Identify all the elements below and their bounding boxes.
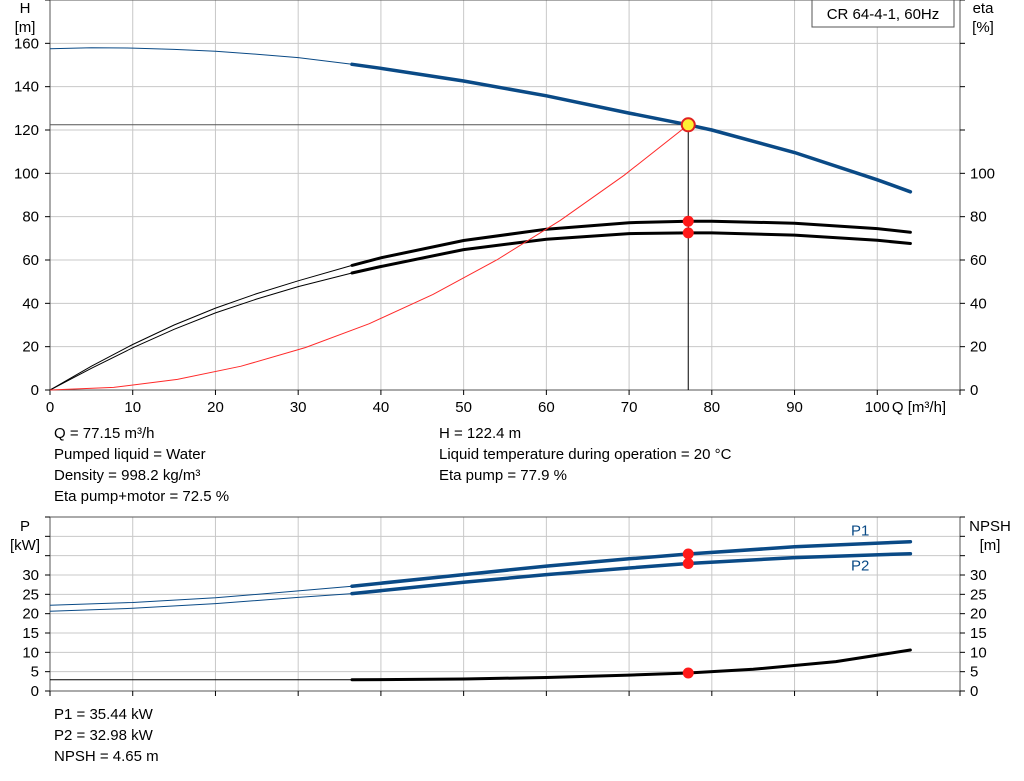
p1-curve-thin	[49, 585, 353, 606]
grid	[49, 516, 961, 692]
y-tick-label-left: 10	[22, 644, 39, 661]
info-p2: P2 = 32.98 kW	[54, 727, 153, 744]
y-tick-label-left: 15	[22, 625, 39, 642]
info-head: H = 122.4 m	[439, 425, 522, 442]
y-tick-label-left: 120	[14, 122, 39, 139]
duty-point-marker	[680, 117, 696, 133]
series-label-p1: P1	[851, 523, 869, 540]
info-eta-pump: Eta pump = 77.9 %	[439, 467, 567, 484]
npsh-curve-bold	[350, 648, 912, 682]
eta-pump-curve-bold	[350, 219, 912, 267]
y-tick-label-right: 40	[970, 295, 987, 312]
eta-total-curve-bold	[350, 231, 912, 275]
info-eta-total: Eta pump+motor = 72.5 %	[54, 488, 230, 505]
y-tick-label-left: 25	[22, 586, 39, 603]
y-tick-label-left: 100	[14, 165, 39, 182]
system-curve-thin	[49, 124, 689, 391]
eta-total-marker	[682, 227, 694, 239]
y-axis-label-right: NPSH	[969, 518, 1011, 535]
tick-marks	[45, 516, 965, 696]
info-npsh: NPSH = 4.65 m	[54, 748, 159, 765]
plot-frame	[49, 0, 961, 391]
title-box	[811, 0, 955, 28]
x-axis-label: Q [m³/h]	[892, 399, 946, 416]
y-axis-label-left: H	[20, 0, 31, 17]
y-tick-label-right: 100	[970, 165, 995, 182]
y-tick-label-left: 80	[22, 209, 39, 226]
y-axis-unit-left: [kW]	[10, 537, 40, 554]
p2-curve-thin	[49, 593, 353, 612]
info-top-left: Q = 77.15 m³/h Pumped liquid = Water Den…	[54, 423, 229, 507]
npsh-marker	[682, 667, 694, 679]
info-pumped-liquid: Pumped liquid = Water	[54, 446, 206, 463]
power-npsh-chart: 0 5 10 15 20 25 30 0 5 10 15 20 25 30 P [kW] NPSH [m] P1 P2	[10, 516, 1011, 700]
y-tick-label-left: 20	[22, 606, 39, 623]
h-curve-thin	[49, 47, 353, 65]
x-tick-label: 60	[538, 399, 555, 416]
y-tick-label-left: 60	[22, 252, 39, 269]
y-axis-label-left: P	[20, 518, 30, 535]
p2-marker	[682, 557, 694, 569]
y-tick-label-right: 60	[970, 252, 987, 269]
x-tick-label: 40	[373, 399, 390, 416]
y-tick-label-right: 20	[970, 606, 987, 623]
p1-curve-bold	[350, 539, 913, 588]
y-tick-label-left: 160	[14, 35, 39, 52]
series-label-p2: P2	[851, 558, 869, 575]
eta-pump-curve-thin	[49, 264, 353, 391]
info-bottom-left: P1 = 35.44 kW P2 = 32.98 kW NPSH = 4.65 …	[54, 704, 159, 767]
tick-marks	[45, 0, 965, 395]
x-tick-label: 70	[621, 399, 638, 416]
x-tick-label: 100	[865, 399, 890, 416]
y-tick-label-right: 80	[970, 209, 987, 226]
y-tick-label-left: 0	[31, 683, 39, 700]
eta-total-curve-thin	[49, 272, 353, 391]
x-tick-label: 20	[207, 399, 224, 416]
plot-frame	[49, 516, 961, 692]
y-tick-label-right: 15	[970, 625, 987, 642]
y-tick-label-right: 20	[970, 339, 987, 356]
p1-marker	[682, 548, 694, 560]
y-tick-label-right: 10	[970, 644, 987, 661]
x-tick-label: 50	[455, 399, 472, 416]
x-tick-label: 0	[46, 399, 54, 416]
x-tick-label: 30	[290, 399, 307, 416]
x-tick-label: 90	[786, 399, 803, 416]
info-density: Density = 998.2 kg/m³	[54, 467, 201, 484]
y-tick-label-right: 25	[970, 586, 987, 603]
info-top-right: H = 122.4 m Liquid temperature during op…	[439, 423, 731, 486]
y-tick-label-right: 0	[970, 683, 978, 700]
y-tick-label-left: 30	[22, 567, 39, 584]
y-axis-label-right: eta	[973, 0, 995, 17]
grid	[49, 0, 961, 391]
eta-pump-marker	[682, 215, 694, 227]
y-tick-label-left: 140	[14, 79, 39, 96]
info-flow: Q = 77.15 m³/h	[54, 425, 155, 442]
p2-curve-bold	[350, 551, 913, 596]
y-axis-unit-left: [m]	[15, 19, 36, 36]
chart-title: CR 64-4-1, 60Hz	[827, 6, 940, 23]
y-tick-label-right: 5	[970, 664, 978, 681]
y-tick-label-left: 40	[22, 295, 39, 312]
y-tick-label-left: 5	[31, 664, 39, 681]
y-axis-unit-right: [m]	[980, 537, 1001, 554]
y-tick-label-right: 30	[970, 567, 987, 584]
y-tick-label-left: 20	[22, 339, 39, 356]
x-tick-label: 80	[703, 399, 720, 416]
y-axis-unit-right: [%]	[972, 19, 994, 36]
info-liquid-temperature: Liquid temperature during operation = 20…	[439, 446, 732, 463]
head-efficiency-chart: 0 20 40 60 80 100 120 140 160 0 20 40 60 80 100 0 10 20 30…	[14, 0, 995, 416]
x-tick-label: 10	[124, 399, 141, 416]
info-p1: P1 = 35.44 kW	[54, 706, 153, 723]
y-tick-label-right: 0	[970, 382, 978, 399]
h-curve-bold	[350, 62, 913, 194]
y-tick-label-left: 0	[31, 382, 39, 399]
